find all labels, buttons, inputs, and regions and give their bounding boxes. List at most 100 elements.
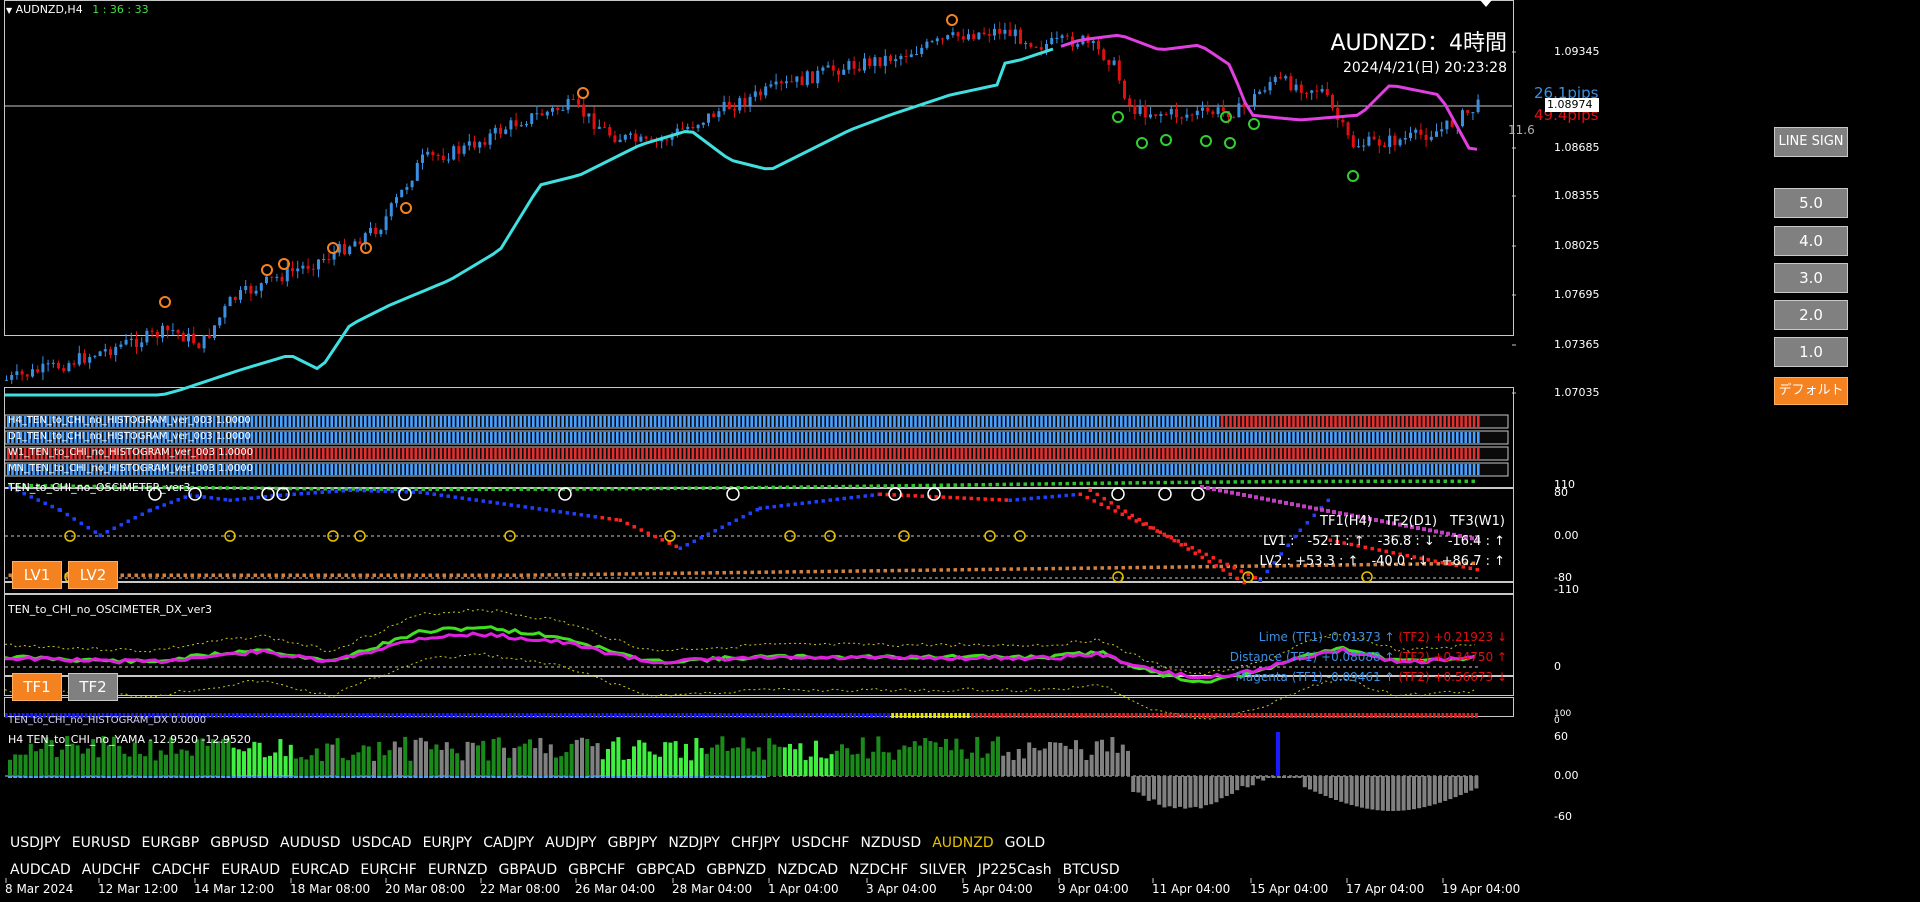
symbol-button-audnzd[interactable]: AUDNZD bbox=[932, 835, 994, 851]
tf2-button[interactable]: TF2 bbox=[68, 673, 118, 701]
osc-orange-dot bbox=[267, 573, 271, 577]
symbol-button-gbpaud[interactable]: GBPAUD bbox=[498, 862, 558, 878]
histogram-bar bbox=[1325, 464, 1329, 475]
symbol-button-eurcad[interactable]: EURCAD bbox=[291, 862, 350, 878]
histogram-dx-bar bbox=[559, 713, 563, 718]
osc-green-dot bbox=[764, 485, 768, 490]
yama-panel[interactable] bbox=[4, 594, 1514, 676]
histogram-bar bbox=[880, 464, 884, 475]
yama-bar-negative bbox=[1386, 776, 1390, 811]
symbol-button-audchf[interactable]: AUDCHF bbox=[81, 862, 141, 878]
level-button-5-0[interactable]: 5.0 bbox=[1774, 188, 1848, 218]
symbol-button-jp225cash[interactable]: JP225Cash bbox=[977, 862, 1052, 878]
histogram-bar bbox=[968, 448, 972, 459]
candle-body bbox=[114, 346, 118, 356]
main-chart-panel[interactable] bbox=[4, 0, 1514, 336]
symbol-button-nzdusd[interactable]: NZDUSD bbox=[860, 835, 922, 851]
osc-green-dot bbox=[652, 486, 656, 491]
symbol-button-chfjpy[interactable]: CHFJPY bbox=[730, 835, 781, 851]
histogram-dx-bar bbox=[147, 713, 151, 718]
symbol-button-usdchf[interactable]: USDCHF bbox=[791, 835, 850, 851]
symbol-button-usdjpy[interactable]: USDJPY bbox=[10, 835, 61, 851]
symbol-button-audjpy[interactable]: AUDJPY bbox=[545, 835, 597, 851]
symbol-button-gbpcad[interactable]: GBPCAD bbox=[636, 862, 696, 878]
symbol-button-cadchf[interactable]: CADCHF bbox=[151, 862, 211, 878]
yama-bar-positive bbox=[174, 753, 179, 776]
histogram-bar bbox=[133, 416, 136, 427]
symbol-button-eurnzd[interactable]: EURNZD bbox=[427, 862, 488, 878]
symbol-button-btcusd[interactable]: BTCUSD bbox=[1062, 862, 1120, 878]
histogram-bar bbox=[1040, 464, 1043, 475]
symbol-button-gbpusd[interactable]: GBPUSD bbox=[210, 835, 269, 851]
osc-green-dot bbox=[561, 487, 565, 491]
symbol-button-nzdchf[interactable]: NZDCHF bbox=[849, 862, 909, 878]
lv2-button[interactable]: LV2 bbox=[68, 561, 118, 589]
histogram-dx-panel[interactable] bbox=[4, 582, 1514, 594]
osc-red-dot bbox=[1235, 576, 1239, 581]
level-button-4-0[interactable]: 4.0 bbox=[1774, 226, 1848, 256]
candle-body bbox=[441, 155, 445, 160]
histogram-bar bbox=[217, 448, 220, 459]
symbol-button-eurusd[interactable]: EURUSD bbox=[71, 835, 131, 851]
yama-bar-positive bbox=[496, 737, 501, 776]
osc-green-dot bbox=[1016, 482, 1020, 487]
line-sign-button[interactable]: LINE SIGN bbox=[1774, 127, 1848, 157]
symbol-button-audcad[interactable]: AUDCAD bbox=[10, 862, 71, 878]
histogram-bar bbox=[1409, 464, 1413, 475]
yama-baseline-dot bbox=[39, 776, 44, 778]
histogram-bar bbox=[502, 464, 506, 475]
osc-blue-dot bbox=[119, 523, 123, 527]
dropdown-triangle-icon[interactable]: ▼ bbox=[6, 6, 13, 15]
symbol-button-nzdcad[interactable]: NZDCAD bbox=[777, 862, 839, 878]
histogram-bar bbox=[1204, 432, 1207, 443]
symbol-button-gbpjpy[interactable]: GBPJPY bbox=[607, 835, 658, 851]
level-button-2-0[interactable]: 2.0 bbox=[1774, 300, 1848, 330]
candle-body bbox=[103, 349, 107, 352]
chart-shift-marker-icon[interactable] bbox=[1480, 0, 1492, 7]
histogram-bar bbox=[422, 432, 426, 443]
histogram-dx-bar bbox=[588, 713, 592, 718]
yama-bar-positive bbox=[1068, 749, 1073, 776]
lv1-button[interactable]: LV1 bbox=[12, 561, 62, 589]
level-button-1-0[interactable]: 1.0 bbox=[1774, 337, 1848, 367]
symbol-button-eurgbp[interactable]: EURGBP bbox=[141, 835, 200, 851]
histogram-bar bbox=[1262, 448, 1266, 459]
histogram-bar bbox=[548, 448, 552, 459]
histogram-bar bbox=[78, 448, 81, 459]
symbol-button-gbpchf[interactable]: GBPCHF bbox=[568, 862, 626, 878]
histogram-bar bbox=[1418, 416, 1421, 427]
histogram-dx-bar bbox=[89, 713, 92, 718]
histogram-bar bbox=[1229, 464, 1232, 475]
histogram-dx-bar bbox=[950, 713, 953, 718]
symbol-button-gold[interactable]: GOLD bbox=[1004, 835, 1046, 851]
osc-red-dot bbox=[948, 495, 952, 500]
symbol-button-audusd[interactable]: AUDUSD bbox=[280, 835, 341, 851]
osc-green-dot bbox=[722, 486, 726, 490]
osc-orange-dot bbox=[750, 570, 754, 575]
histogram-bar bbox=[767, 416, 770, 427]
candle-body bbox=[10, 374, 14, 380]
symbol-button-gbpnzd[interactable]: GBPNZD bbox=[706, 862, 767, 878]
level-button-3-0[interactable]: 3.0 bbox=[1774, 263, 1848, 293]
tf1-button[interactable]: TF1 bbox=[12, 673, 62, 701]
symbol-button-eurchf[interactable]: EURCHF bbox=[360, 862, 417, 878]
default-button[interactable]: デフォルト bbox=[1774, 377, 1848, 405]
candle-body bbox=[249, 286, 253, 294]
symbol-button-eurjpy[interactable]: EURJPY bbox=[422, 835, 473, 851]
osc-blue-dot bbox=[439, 493, 443, 497]
histogram-bar bbox=[1162, 432, 1165, 443]
symbol-button-nzdjpy[interactable]: NZDJPY bbox=[668, 835, 720, 851]
histogram-bar bbox=[49, 464, 52, 475]
symbol-button-silver[interactable]: SILVER bbox=[919, 862, 967, 878]
candle-body bbox=[1341, 119, 1345, 123]
histogram-dx-bar bbox=[1424, 713, 1428, 718]
yama-bar-positive bbox=[101, 736, 106, 776]
histogram-bar bbox=[1283, 416, 1287, 427]
symbol-button-cadjpy[interactable]: CADJPY bbox=[483, 835, 535, 851]
candle-body bbox=[1440, 129, 1444, 132]
symbol-button-usdcad[interactable]: USDCAD bbox=[351, 835, 412, 851]
symbol-button-euraud[interactable]: EURAUD bbox=[221, 862, 281, 878]
candle-body bbox=[530, 113, 534, 124]
candle-body bbox=[239, 290, 242, 300]
histogram-bar bbox=[1212, 432, 1215, 443]
